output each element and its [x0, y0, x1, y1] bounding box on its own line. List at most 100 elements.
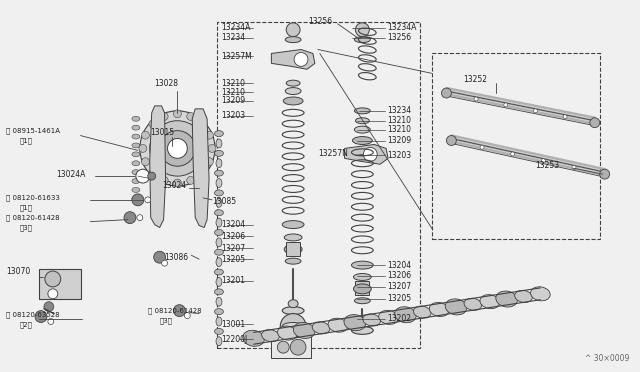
Bar	[217, 22, 420, 348]
Circle shape	[286, 23, 300, 37]
Ellipse shape	[214, 190, 223, 196]
Ellipse shape	[395, 307, 416, 323]
Text: 13201: 13201	[221, 276, 245, 285]
Ellipse shape	[286, 80, 300, 86]
Ellipse shape	[243, 330, 264, 346]
Bar	[286, 243, 300, 256]
Ellipse shape	[262, 330, 279, 342]
Ellipse shape	[132, 125, 140, 130]
Ellipse shape	[214, 150, 223, 156]
Ellipse shape	[282, 323, 304, 330]
Ellipse shape	[278, 326, 297, 340]
Text: 13257N: 13257N	[318, 149, 348, 158]
Text: 13001: 13001	[221, 320, 245, 329]
Circle shape	[173, 110, 181, 118]
Text: 12200J: 12200J	[221, 335, 247, 344]
Ellipse shape	[344, 315, 365, 331]
Ellipse shape	[132, 152, 140, 157]
Circle shape	[563, 115, 567, 119]
Ellipse shape	[132, 143, 140, 148]
Text: Ⓑ 08120-61633: Ⓑ 08120-61633	[6, 195, 60, 201]
Ellipse shape	[216, 179, 222, 187]
Text: （1）: （1）	[19, 137, 32, 144]
Circle shape	[136, 169, 150, 183]
Ellipse shape	[355, 37, 371, 43]
Text: 13210: 13210	[387, 116, 411, 125]
Ellipse shape	[216, 238, 222, 247]
Text: 13086: 13086	[164, 253, 189, 262]
Circle shape	[173, 179, 181, 187]
Circle shape	[159, 131, 195, 166]
Text: 13210: 13210	[221, 87, 245, 97]
Circle shape	[124, 212, 136, 224]
Text: Ⓑ 08120-63528: Ⓑ 08120-63528	[6, 311, 60, 318]
Circle shape	[149, 169, 157, 177]
Circle shape	[504, 103, 508, 107]
Ellipse shape	[214, 289, 223, 295]
Circle shape	[150, 121, 205, 176]
Circle shape	[572, 166, 576, 169]
Text: 13252: 13252	[463, 75, 487, 84]
Ellipse shape	[496, 291, 518, 307]
Circle shape	[205, 131, 213, 139]
Ellipse shape	[293, 323, 315, 339]
Circle shape	[294, 52, 308, 66]
Circle shape	[160, 176, 168, 185]
Circle shape	[290, 339, 306, 355]
Ellipse shape	[353, 273, 371, 280]
Ellipse shape	[132, 196, 140, 201]
Ellipse shape	[480, 295, 500, 309]
Ellipse shape	[429, 302, 449, 317]
Ellipse shape	[328, 318, 348, 332]
Circle shape	[45, 271, 61, 287]
Text: ^ 30×0009: ^ 30×0009	[585, 353, 629, 363]
Text: 13206: 13206	[221, 232, 245, 241]
Ellipse shape	[214, 210, 223, 216]
Circle shape	[160, 112, 168, 121]
Ellipse shape	[214, 309, 223, 315]
Ellipse shape	[214, 328, 223, 334]
Text: 13207: 13207	[387, 282, 412, 291]
Circle shape	[277, 341, 289, 353]
Circle shape	[162, 260, 168, 266]
Ellipse shape	[351, 327, 373, 334]
Circle shape	[140, 111, 215, 186]
Ellipse shape	[132, 187, 140, 192]
Circle shape	[364, 147, 377, 161]
Ellipse shape	[355, 108, 371, 114]
Polygon shape	[344, 144, 388, 164]
Text: 13205: 13205	[387, 294, 412, 303]
Ellipse shape	[132, 170, 140, 174]
Polygon shape	[271, 49, 315, 69]
Ellipse shape	[216, 159, 222, 168]
Text: 13257M: 13257M	[221, 52, 252, 61]
Text: 13256: 13256	[308, 17, 332, 26]
Ellipse shape	[353, 284, 371, 294]
Ellipse shape	[132, 116, 140, 121]
Ellipse shape	[355, 118, 369, 124]
Circle shape	[48, 318, 54, 324]
Ellipse shape	[132, 161, 140, 166]
Text: 13205: 13205	[221, 255, 245, 264]
Circle shape	[145, 197, 151, 203]
Ellipse shape	[363, 314, 381, 326]
Circle shape	[198, 169, 206, 177]
Polygon shape	[150, 106, 166, 228]
Ellipse shape	[216, 139, 222, 148]
Circle shape	[184, 312, 190, 318]
Ellipse shape	[216, 218, 222, 227]
Ellipse shape	[214, 269, 223, 275]
Text: （1）: （1）	[19, 205, 32, 211]
Ellipse shape	[216, 297, 222, 306]
Circle shape	[280, 314, 306, 339]
Circle shape	[187, 112, 195, 121]
Ellipse shape	[515, 291, 532, 302]
Ellipse shape	[282, 221, 304, 228]
Text: 13210: 13210	[387, 125, 411, 134]
Ellipse shape	[355, 298, 371, 304]
Circle shape	[154, 251, 166, 263]
Circle shape	[600, 169, 610, 179]
Text: 13024: 13024	[163, 180, 187, 189]
Ellipse shape	[464, 298, 482, 310]
Ellipse shape	[353, 137, 372, 144]
